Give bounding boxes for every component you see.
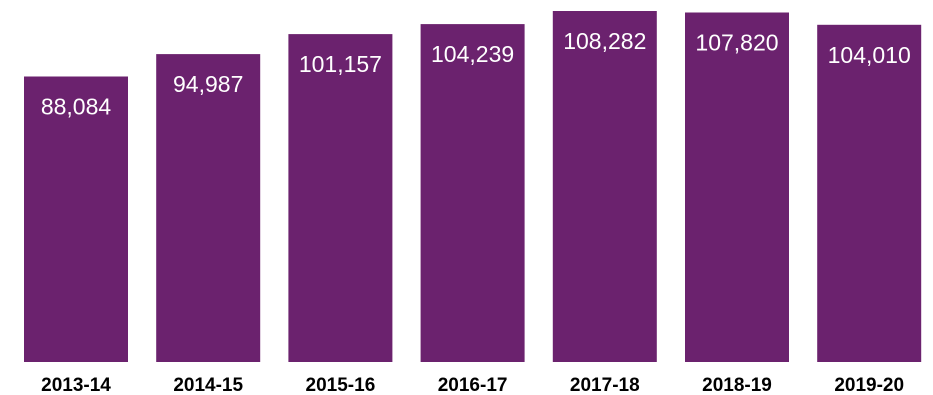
bar-2015-16 bbox=[288, 34, 393, 362]
x-tick-label-2017-18: 2017-18 bbox=[570, 375, 640, 395]
bar-2016-17 bbox=[420, 24, 525, 362]
data-label-2014-15: 94,987 bbox=[173, 71, 243, 97]
x-tick-label-2016-17: 2016-17 bbox=[438, 375, 508, 395]
data-label-2015-16: 101,157 bbox=[299, 51, 382, 77]
bar-2014-15 bbox=[156, 54, 261, 362]
bar-2018-19 bbox=[685, 12, 789, 362]
x-tick-label-2014-15: 2014-15 bbox=[173, 375, 243, 395]
bar-2017-18 bbox=[552, 11, 657, 362]
x-tick-label-2019-20: 2019-20 bbox=[834, 375, 904, 395]
category-labels-group: 2013-14 2014-15 2015-16 2016-17 2017-18 2018-… bbox=[41, 375, 904, 395]
value-labels-group: 88,084 94,987 101,157 104,239 108,282 107,820… bbox=[41, 28, 911, 120]
data-label-2013-14: 88,084 bbox=[41, 94, 112, 120]
data-label-2018-19: 107,820 bbox=[695, 30, 778, 56]
data-label-2016-17: 104,239 bbox=[431, 41, 514, 67]
data-label-2019-20: 104,010 bbox=[828, 42, 911, 68]
x-tick-label-2013-14: 2013-14 bbox=[41, 375, 111, 395]
x-tick-label-2018-19: 2018-19 bbox=[702, 375, 772, 395]
bar-2013-14 bbox=[24, 76, 128, 362]
bars-group bbox=[24, 11, 922, 363]
x-tick-label-2015-16: 2015-16 bbox=[306, 375, 376, 395]
data-label-2017-18: 108,282 bbox=[563, 28, 646, 54]
bar-2019-20 bbox=[817, 24, 922, 363]
